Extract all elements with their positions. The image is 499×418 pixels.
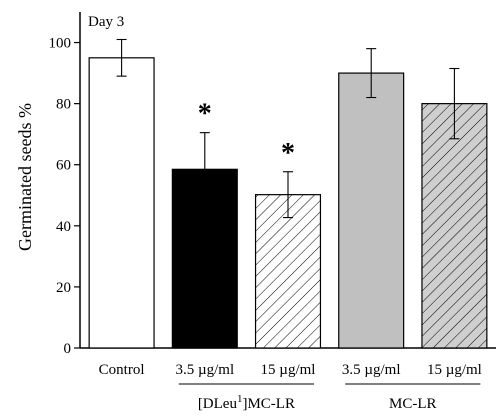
- y-tick-label: 40: [56, 219, 71, 235]
- y-tick-label: 0: [64, 341, 72, 357]
- group-label: [DLeu1]MC-LR: [198, 393, 295, 412]
- y-tick-label: 20: [56, 280, 71, 296]
- error-bar-1: [116, 38, 127, 77]
- x-tick-label: 3.5 µg/ml: [342, 362, 401, 378]
- error-bar-3: [283, 171, 293, 219]
- y-tick-label: 100: [49, 36, 72, 52]
- y-axis-label: Germinated seeds %: [15, 103, 35, 251]
- bar-4: [338, 72, 405, 349]
- significance-star: *: [198, 99, 212, 130]
- x-tick-label: Control: [99, 362, 145, 378]
- bar-5: [421, 103, 488, 349]
- y-ticks: 0 20 40 60 80 100: [49, 36, 80, 357]
- chart-title: Day 3: [88, 14, 124, 30]
- y-tick-label: 60: [56, 158, 71, 174]
- x-tick-label: 15 µg/ml: [427, 362, 482, 378]
- error-bar-2: [199, 132, 210, 207]
- x-tick-label: 3.5 µg/ml: [175, 362, 234, 378]
- error-bar-4: [366, 48, 377, 99]
- group-labels: [DLeu1]MC-LR MC-LR: [178, 383, 481, 412]
- x-tick-labels: Control 3.5 µg/ml 15 µg/ml 3.5 µg/ml 15 µg/m…: [99, 362, 482, 378]
- bar-3: [254, 194, 322, 349]
- significance-star: *: [281, 138, 295, 169]
- group-label: MC-LR: [389, 396, 437, 412]
- significance-marks: **: [198, 99, 295, 169]
- y-tick-label: 80: [56, 97, 71, 113]
- error-bar-5: [449, 67, 460, 140]
- x-tick-label: 15 µg/ml: [261, 362, 316, 378]
- error-bars: [116, 38, 460, 219]
- bar-1: [88, 57, 155, 349]
